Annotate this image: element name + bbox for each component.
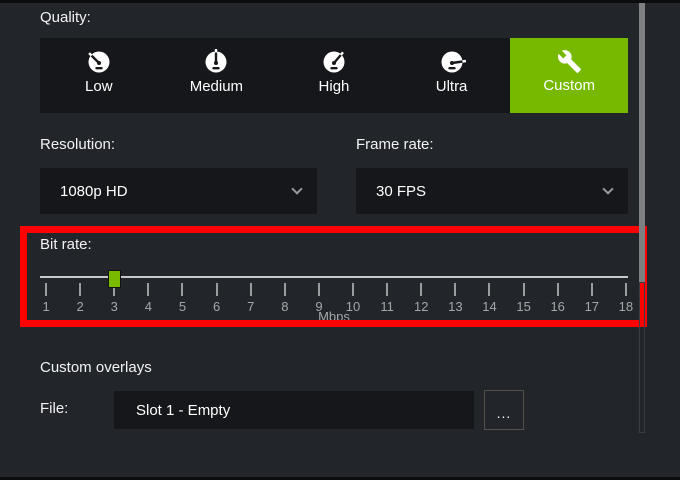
tick-number: 12 [414, 299, 429, 314]
tick-mark [181, 283, 184, 296]
bit-rate-tick-scale: 1 2 3 4 5 6 7 8 9 10 11 12 13 14 15 16 17 18 [29, 283, 643, 314]
quality-option-label: Ultra [435, 78, 468, 95]
file-label: File: [40, 400, 69, 417]
browse-button[interactable]: ... [484, 390, 524, 430]
gauge-medium-icon [205, 49, 227, 73]
tick-mark [45, 283, 48, 296]
quality-option-custom[interactable]: Custom [510, 38, 628, 113]
tick-number: 13 [448, 299, 463, 314]
tick-mark [488, 283, 491, 296]
tick-mark [249, 283, 252, 296]
tick-number: 1 [42, 299, 50, 314]
tick-number: 4 [144, 299, 152, 314]
window-bottom-edge [0, 477, 680, 480]
resolution-dropdown[interactable]: 1080p HD [40, 168, 317, 214]
overlay-file-value: Slot 1 - Empty [136, 401, 231, 419]
bit-rate-tick: 14 [472, 283, 506, 314]
tick-number: 7 [247, 299, 255, 314]
quality-option-medium[interactable]: Medium [158, 38, 276, 113]
tick-mark [79, 283, 82, 296]
quality-label: Quality: [40, 9, 91, 26]
bit-rate-tick: 10 [336, 283, 370, 314]
bit-rate-slider-track[interactable] [40, 276, 628, 278]
tick-number: 17 [584, 299, 600, 314]
tick-mark [624, 283, 627, 296]
quality-option-low[interactable]: Low [40, 38, 158, 113]
tick-mark [215, 283, 218, 296]
gauge-ultra-icon [441, 51, 466, 73]
bit-rate-tick: 5 [165, 283, 199, 314]
tick-mark [317, 283, 320, 296]
custom-overlays-section-label: Custom overlays [40, 359, 152, 376]
tick-number: 18 [618, 299, 634, 314]
bit-rate-tick: 18 [609, 283, 643, 314]
tick-number: 10 [345, 299, 361, 314]
tick-number: 8 [281, 299, 289, 314]
tick-number: 16 [550, 299, 565, 314]
bit-rate-tick: 12 [404, 283, 438, 314]
bit-rate-slider-handle[interactable] [107, 270, 121, 288]
resolution-value: 1080p HD [60, 182, 128, 200]
gauge-high-icon [323, 51, 345, 73]
quality-option-label: Medium [189, 78, 244, 95]
tick-number: 9 [315, 299, 323, 314]
tick-mark [283, 283, 286, 296]
tick-number: 14 [482, 299, 497, 314]
overlay-file-field[interactable]: Slot 1 - Empty [114, 391, 474, 429]
tick-mark [590, 283, 593, 296]
tick-mark [454, 283, 457, 296]
quality-option-bar: Low Medium High [40, 38, 628, 113]
bit-rate-tick: 11 [370, 283, 404, 314]
quality-option-label: Custom [543, 77, 596, 94]
tick-number: 15 [516, 299, 531, 314]
bit-rate-tick: 9 [302, 283, 336, 314]
tick-mark [113, 283, 116, 296]
bit-rate-tick: 8 [268, 283, 302, 314]
bit-rate-tick: 6 [200, 283, 234, 314]
tick-number: 5 [178, 299, 187, 314]
frame-rate-value: 30 FPS [376, 182, 427, 200]
tick-mark [420, 283, 423, 296]
bit-rate-tick: 1 [29, 283, 63, 314]
bit-rate-tick: 17 [575, 283, 609, 314]
wrench-icon [557, 50, 581, 73]
bit-rate-unit-label: Mbps [318, 309, 350, 324]
tick-mark [556, 283, 559, 296]
scrollbar-thumb[interactable] [639, 3, 645, 282]
quality-option-label: High [318, 78, 350, 95]
bit-rate-tick: 3 [97, 283, 131, 314]
tick-mark [522, 283, 525, 296]
bit-rate-tick: 16 [541, 283, 575, 314]
bit-rate-tick: 2 [63, 283, 97, 314]
quality-option-label: Low [85, 78, 113, 95]
tick-mark [386, 283, 389, 296]
bit-rate-label: Bit rate: [40, 236, 92, 253]
tick-number: 11 [380, 299, 394, 314]
quality-option-ultra[interactable]: Ultra [393, 38, 511, 113]
bit-rate-tick: 13 [438, 283, 472, 314]
quality-option-high[interactable]: High [275, 38, 393, 113]
chevron-down-icon [291, 183, 303, 195]
bit-rate-tick: 7 [234, 283, 268, 314]
frame-rate-dropdown[interactable]: 30 FPS [356, 168, 628, 214]
tick-number: 2 [76, 299, 84, 314]
resolution-label: Resolution: [40, 136, 116, 153]
tick-mark [147, 283, 150, 296]
chevron-down-icon [602, 183, 614, 195]
bit-rate-tick: 4 [131, 283, 165, 314]
tick-number: 6 [212, 299, 221, 314]
gauge-low-icon [88, 51, 110, 73]
tick-mark [352, 283, 355, 296]
window-top-edge [0, 0, 680, 3]
frame-rate-label: Frame rate: [356, 136, 434, 153]
bit-rate-tick: 15 [507, 283, 541, 314]
tick-number: 3 [110, 299, 118, 314]
scrollbar-track[interactable] [639, 282, 645, 433]
